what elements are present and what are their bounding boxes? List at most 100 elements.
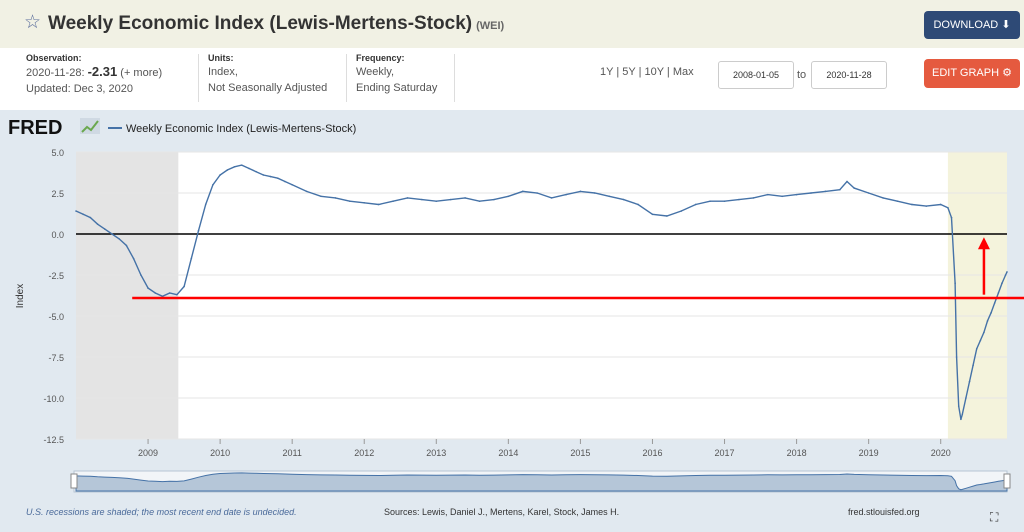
data-point bbox=[1004, 274, 1007, 276]
navigator-right-handle[interactable] bbox=[1003, 473, 1011, 489]
observation-block: Observation: 2020-11-28: -2.31 (+ more) … bbox=[26, 52, 196, 102]
data-point bbox=[262, 174, 265, 176]
data-point bbox=[680, 210, 683, 212]
download-label: DOWNLOAD bbox=[933, 19, 999, 31]
data-point bbox=[986, 320, 989, 322]
divider bbox=[198, 54, 199, 102]
data-point bbox=[723, 200, 726, 202]
data-point bbox=[795, 193, 798, 196]
data-point bbox=[197, 229, 200, 232]
range-1y[interactable]: 1Y bbox=[600, 66, 614, 78]
data-point bbox=[212, 184, 214, 186]
download-icon: ⬇ bbox=[1001, 19, 1011, 31]
header-bar: ☆ Weekly Economic Index (Lewis-Mertens-S… bbox=[0, 0, 1024, 48]
data-point bbox=[990, 311, 992, 314]
data-point bbox=[125, 244, 128, 247]
legend-series-label: Weekly Economic Index (Lewis-Mertens-Sto… bbox=[126, 123, 356, 135]
data-point bbox=[536, 192, 538, 194]
data-point bbox=[993, 302, 996, 304]
data-point bbox=[190, 257, 193, 260]
x-tick-label: 2012 bbox=[354, 448, 374, 458]
y-tick-label: -2.5 bbox=[48, 271, 64, 281]
x-tick-label: 2017 bbox=[715, 448, 735, 458]
observation-value: -2.31 bbox=[87, 64, 118, 79]
y-tick-label: 5.0 bbox=[51, 148, 64, 158]
data-point bbox=[979, 339, 982, 342]
range-5y[interactable]: 5Y bbox=[622, 66, 636, 78]
fred-logo-icon bbox=[80, 118, 100, 134]
data-point bbox=[939, 203, 942, 206]
data-point bbox=[176, 293, 178, 296]
data-point bbox=[896, 200, 899, 202]
data-point bbox=[882, 197, 884, 199]
site-link[interactable]: fred.stlouisfed.org bbox=[848, 507, 920, 517]
data-point bbox=[738, 198, 740, 201]
star-icon[interactable]: ☆ bbox=[24, 12, 42, 33]
data-point bbox=[594, 192, 596, 194]
data-point bbox=[219, 174, 221, 176]
sources-text: Sources: Lewis, Daniel J., Mertens, Kare… bbox=[384, 507, 620, 517]
download-button[interactable]: DOWNLOAD ⬇ bbox=[924, 11, 1020, 39]
fullscreen-icon[interactable]: ⛶ bbox=[990, 510, 999, 524]
start-date-input[interactable]: 2008-01-05 bbox=[718, 61, 794, 89]
data-point bbox=[579, 190, 582, 193]
recession-footnote: U.S. recessions are shaded; the most rec… bbox=[26, 507, 297, 517]
data-point bbox=[846, 180, 848, 183]
data-point bbox=[1001, 282, 1003, 285]
y-axis-label: Index bbox=[15, 284, 26, 308]
units-line1: Index, bbox=[208, 66, 238, 78]
units-label: Units: bbox=[208, 53, 234, 63]
data-point bbox=[168, 292, 171, 294]
data-point bbox=[240, 164, 243, 166]
data-point bbox=[965, 397, 967, 399]
data-point bbox=[421, 198, 423, 201]
data-point bbox=[968, 380, 971, 383]
data-point bbox=[983, 331, 985, 334]
data-point bbox=[118, 238, 121, 240]
data-point bbox=[226, 169, 229, 171]
x-tick-label: 2018 bbox=[787, 448, 807, 458]
x-tick-label: 2019 bbox=[859, 448, 879, 458]
data-point bbox=[204, 203, 207, 206]
data-point bbox=[766, 193, 769, 196]
observation-date: 2020-11-28: bbox=[26, 67, 85, 79]
frequency-line2: Ending Saturday bbox=[356, 82, 438, 94]
data-point bbox=[839, 188, 841, 191]
units-line2: Not Seasonally Adjusted bbox=[208, 82, 328, 94]
more-link[interactable]: (+ more) bbox=[120, 67, 163, 79]
data-point bbox=[406, 197, 409, 199]
data-point bbox=[363, 202, 366, 204]
edit-graph-button[interactable]: EDIT GRAPH ⚙ bbox=[924, 59, 1020, 88]
navigator-series bbox=[75, 472, 1008, 492]
x-tick-label: 2009 bbox=[138, 448, 158, 458]
data-point bbox=[521, 190, 524, 193]
data-point bbox=[305, 190, 308, 193]
data-point bbox=[132, 257, 135, 260]
x-tick-label: 2020 bbox=[931, 448, 951, 458]
fred-logo: FRED bbox=[8, 117, 62, 139]
range-max[interactable]: Max bbox=[672, 66, 694, 78]
navigator-left-handle[interactable] bbox=[70, 473, 78, 489]
end-date-input[interactable]: 2020-11-28 bbox=[811, 61, 887, 89]
data-point bbox=[493, 198, 495, 201]
data-point bbox=[284, 180, 286, 183]
frequency-line1: Weekly, bbox=[356, 66, 395, 78]
data-point bbox=[320, 195, 322, 198]
data-point bbox=[82, 213, 85, 216]
data-point bbox=[853, 187, 856, 189]
y-tick-label: -5.0 bbox=[48, 312, 64, 322]
data-point bbox=[75, 210, 77, 212]
data-point bbox=[925, 205, 928, 207]
series-id: (WEI) bbox=[476, 20, 505, 32]
y-tick-label: 2.5 bbox=[51, 189, 64, 199]
range-10y[interactable]: 10Y bbox=[644, 66, 664, 78]
data-point bbox=[140, 274, 142, 276]
data-point bbox=[824, 190, 827, 193]
data-point bbox=[608, 195, 611, 198]
data-point bbox=[269, 175, 272, 178]
data-point bbox=[961, 413, 964, 416]
data-point bbox=[975, 348, 978, 350]
data-point bbox=[955, 356, 958, 358]
data-point bbox=[622, 198, 625, 201]
